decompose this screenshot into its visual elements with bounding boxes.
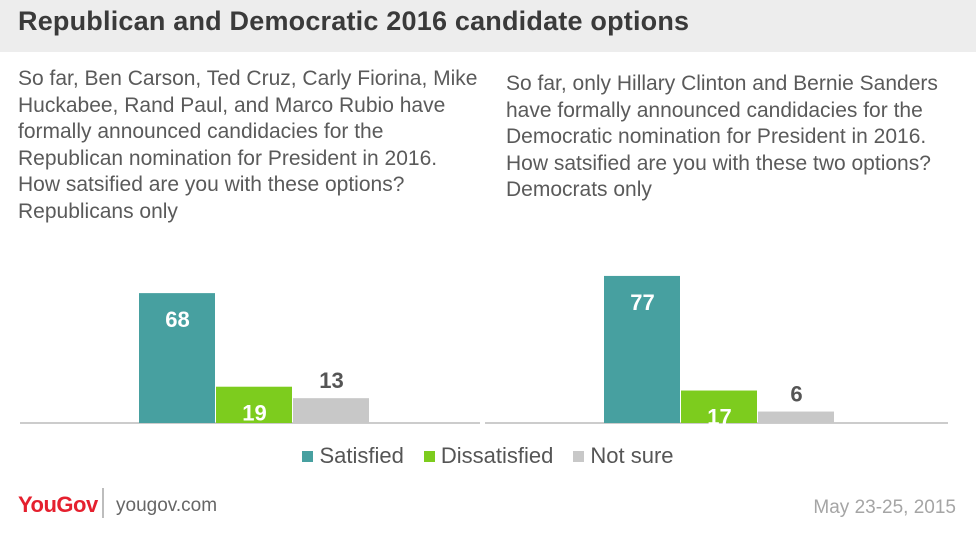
- label-republican-dissatisfied: 19: [242, 401, 266, 426]
- legend-swatch-satisfied: [302, 450, 314, 462]
- bar-republican-satisfied: [139, 293, 215, 423]
- legend-label-not-sure: Not sure: [590, 443, 674, 468]
- bar-republican-dissatisfied: [216, 386, 292, 423]
- legend-swatch-not-sure: [573, 450, 585, 462]
- label-democrat-not-sure: 6: [790, 382, 802, 407]
- chart-title: Republican and Democratic 2016 candidate…: [18, 6, 690, 36]
- question-republican: So far, Ben Carson, Ted Cruz, Carly Fior…: [18, 67, 478, 223]
- footer-date: May 23-25, 2015: [813, 497, 956, 518]
- label-democrat-satisfied: 77: [630, 290, 654, 315]
- legend-label-dissatisfied: Dissatisfied: [440, 443, 554, 468]
- legend-label-satisfied: Satisfied: [319, 443, 404, 468]
- legend: Satisfied Dissatisfied Not sure: [0, 442, 976, 470]
- label-democrat-dissatisfied: 17: [707, 405, 731, 430]
- label-republican-not-sure: 13: [319, 368, 343, 393]
- legend-item-not-sure: Not sure: [573, 443, 674, 469]
- legend-item-satisfied: Satisfied: [302, 443, 404, 469]
- label-republican-satisfied: 68: [165, 307, 189, 332]
- footer-url[interactable]: yougov.com: [116, 495, 218, 516]
- legend-item-dissatisfied: Dissatisfied: [423, 443, 554, 469]
- bar-chart: 68 19 13 77 17 6: [20, 275, 948, 430]
- bar-democrat-dissatisfied: [681, 390, 757, 423]
- bar-republican-not-sure: [293, 398, 369, 423]
- footer-divider: [102, 488, 104, 518]
- bar-democrat-not-sure: [758, 411, 834, 423]
- yougov-logo: YouGov: [18, 492, 98, 517]
- bar-democrat-satisfied: [604, 275, 680, 423]
- question-democrat: So far, only Hillary Clinton and Bernie …: [506, 72, 938, 201]
- legend-swatch-dissatisfied: [423, 450, 435, 462]
- title-bar: [0, 0, 976, 52]
